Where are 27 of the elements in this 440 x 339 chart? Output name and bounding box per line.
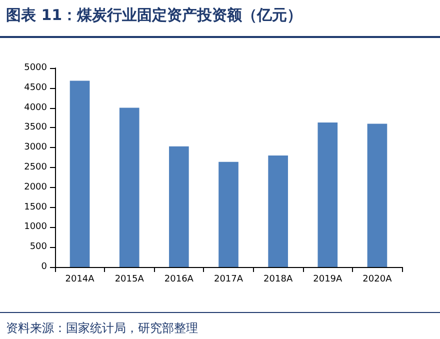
y-tick-label: 4000	[24, 102, 48, 113]
bar	[70, 80, 90, 267]
bar	[119, 108, 140, 267]
y-tick-label: 500	[30, 242, 48, 252]
bar	[367, 124, 388, 267]
y-tick-label: 2500	[24, 162, 48, 172]
y-tick-label: 3500	[24, 122, 48, 133]
x-tick-label: 2016A	[164, 274, 194, 284]
x-tick-label: 2018A	[264, 274, 294, 284]
y-tick-label: 1000	[24, 222, 48, 232]
y-tick-label: 2000	[24, 182, 48, 192]
y-tick-label: 3000	[24, 142, 48, 153]
x-tick-label: 2017A	[214, 274, 244, 284]
bar	[268, 156, 288, 267]
x-tick-label: 2015A	[114, 274, 145, 284]
x-tick-label: 2019A	[313, 274, 344, 284]
bar	[318, 122, 338, 267]
bar	[169, 146, 189, 267]
chart-title: 图表 11：煤炭行业固定资产投资额（亿元）	[6, 6, 302, 25]
y-tick-label: 0	[41, 262, 48, 272]
text: 资料来源：国家统计局，研究部整理	[6, 320, 198, 337]
y-tick-label: 5000	[24, 63, 48, 73]
x-tick-label: 2014A	[65, 274, 96, 284]
y-tick-label: 4500	[24, 82, 48, 93]
x-tick-label: 2020A	[362, 274, 393, 284]
bar	[218, 162, 238, 267]
y-tick-label: 1500	[24, 202, 48, 212]
